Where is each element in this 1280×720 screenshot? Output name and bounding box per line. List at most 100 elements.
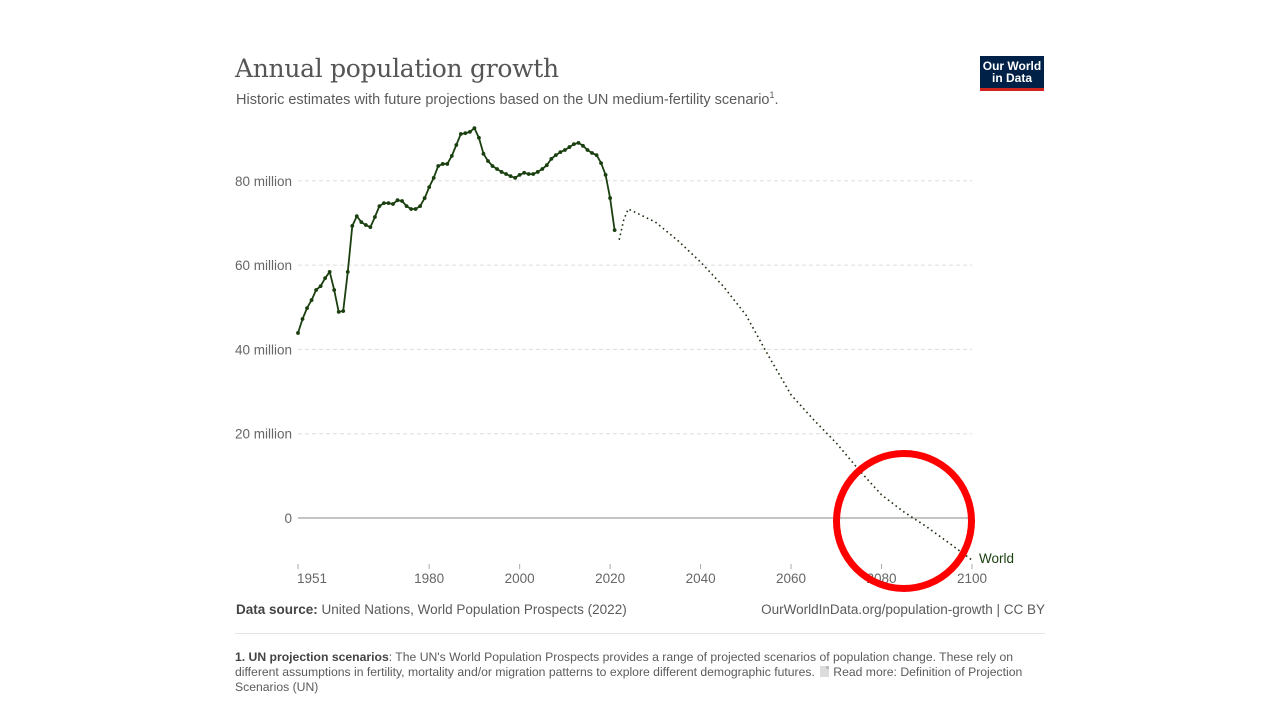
- data-point: [467, 130, 472, 134]
- data-point: [336, 309, 341, 314]
- footnote-marker[interactable]: 1: [769, 90, 775, 100]
- x-tick-label: 1951: [297, 571, 327, 586]
- chart-title: Annual population growth: [235, 54, 559, 83]
- data-point: [400, 199, 404, 203]
- data-point: [368, 225, 373, 230]
- data-point: [549, 156, 554, 161]
- logo-line-1: Our World: [982, 59, 1042, 73]
- data-point: [603, 172, 608, 177]
- data-point: [594, 153, 599, 157]
- data-point: [477, 135, 481, 140]
- document-icon: [820, 666, 830, 677]
- data-point: [427, 185, 432, 190]
- series-line-historic: [297, 127, 616, 334]
- data-point: [382, 201, 386, 206]
- data-point: [327, 269, 332, 274]
- subtitle-text: Historic estimates with future projectio…: [236, 91, 770, 108]
- data-point: [436, 164, 441, 168]
- data-point: [395, 198, 400, 203]
- chart-url[interactable]: OurWorldInData.org/population-growth | C…: [761, 602, 1045, 617]
- source-label: Data source:: [236, 602, 318, 617]
- data-point: [431, 175, 436, 180]
- logo-line-2: in Data: [991, 71, 1032, 85]
- x-axis: 1951 1980 2000 2020 2040 2060 2080 2100: [297, 564, 987, 586]
- data-point: [350, 224, 355, 228]
- data-point: [409, 207, 413, 211]
- read-more-link[interactable]: Read more: Definition of Projection Scen…: [235, 665, 1023, 694]
- data-point: [581, 143, 585, 148]
- line-chart: 0 20 million 40 million 60 million 80 millio…: [235, 126, 1014, 586]
- data-point: [472, 126, 477, 131]
- data-point: [377, 204, 382, 208]
- x-tick-label: 2000: [505, 571, 535, 586]
- data-point: [372, 215, 377, 219]
- y-tick-label: 0: [284, 511, 292, 526]
- data-point: [363, 223, 368, 227]
- x-tick-label: 2040: [686, 571, 716, 586]
- series-label-layer: World: [979, 551, 1014, 566]
- data-point: [531, 172, 536, 176]
- owid-logo[interactable]: Our World in Data: [980, 56, 1044, 91]
- data-point: [445, 162, 450, 166]
- data-point: [576, 140, 581, 145]
- source-link[interactable]: United Nations, World Population Prospec…: [317, 602, 627, 617]
- data-point: [567, 145, 572, 149]
- data-point: [386, 201, 391, 206]
- data-point: [463, 131, 468, 136]
- data-point: [404, 204, 409, 208]
- data-point: [490, 164, 495, 168]
- x-tick-label: 2100: [957, 571, 987, 586]
- data-point: [553, 153, 558, 157]
- data-point: [418, 204, 423, 208]
- data-point: [332, 288, 337, 292]
- red-highlight-circle: [833, 450, 975, 592]
- data-point: [440, 162, 445, 166]
- data-point: [309, 298, 314, 302]
- data-point: [513, 175, 518, 180]
- data-point: [422, 196, 427, 200]
- data-point: [486, 159, 490, 163]
- data-point: [318, 284, 323, 289]
- data-point: [391, 202, 395, 206]
- footer-divider: [235, 633, 1045, 634]
- y-tick-label: 80 million: [235, 174, 292, 189]
- data-point: [449, 154, 454, 158]
- data-source: Data source: United Nations, World Popul…: [236, 602, 627, 617]
- data-point: [458, 132, 463, 136]
- data-point: [454, 143, 459, 147]
- footnote: 1. UN projection scenarios: The UN's Wor…: [235, 650, 1050, 695]
- data-point: [359, 220, 364, 225]
- subtitle-end: .: [774, 91, 779, 108]
- data-point: [535, 170, 540, 174]
- data-point: [526, 172, 531, 176]
- y-tick-label: 20 million: [235, 427, 292, 442]
- data-point: [305, 306, 309, 310]
- y-axis: 0 20 million 40 million 60 million 80 millio…: [235, 174, 292, 526]
- series-label-world: World: [979, 551, 1014, 566]
- y-tick-label: 40 million: [235, 342, 292, 357]
- data-point: [558, 150, 563, 155]
- data-point: [590, 151, 594, 155]
- data-point: [341, 309, 346, 313]
- data-point: [481, 151, 486, 156]
- data-point: [608, 196, 613, 200]
- x-tick-label: 2060: [776, 571, 806, 586]
- data-point: [544, 163, 549, 168]
- x-tick-label: 1980: [414, 571, 444, 586]
- y-tick-label: 60 million: [235, 258, 292, 273]
- footnote-label: 1. UN projection scenarios: [235, 650, 389, 664]
- chart-subtitle: Historic estimates with future projectio…: [236, 90, 779, 108]
- data-point: [585, 148, 590, 152]
- data-point: [300, 317, 305, 321]
- data-point: [345, 269, 350, 274]
- data-point: [495, 167, 499, 171]
- data-point: [323, 276, 328, 281]
- data-point: [540, 167, 545, 171]
- data-point: [572, 142, 576, 147]
- data-point: [599, 161, 603, 165]
- data-point: [517, 172, 522, 177]
- data-point: [522, 170, 527, 175]
- data-point: [296, 331, 300, 335]
- data-point: [413, 207, 418, 211]
- x-tick-label: 2020: [595, 571, 625, 586]
